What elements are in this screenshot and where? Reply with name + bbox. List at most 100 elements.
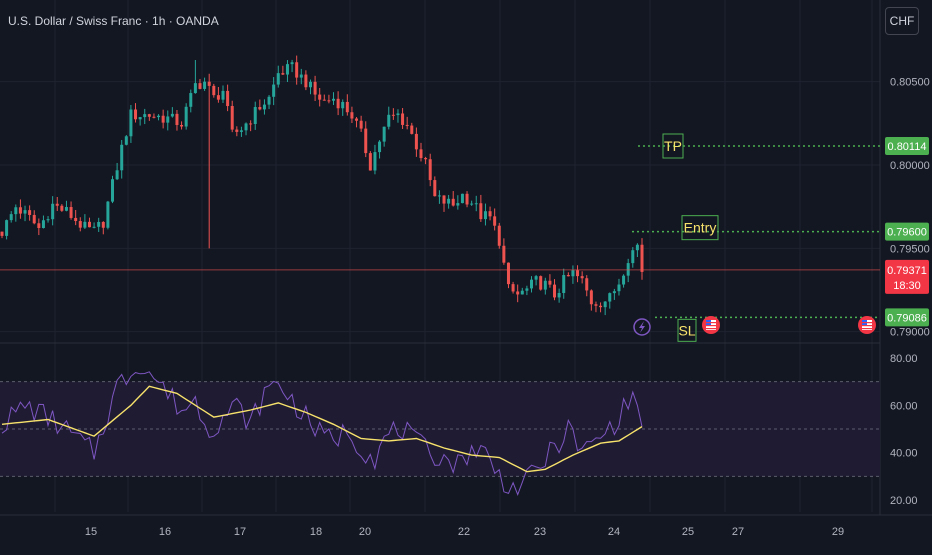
candle bbox=[401, 108, 405, 129]
candle bbox=[55, 197, 59, 212]
candle-body bbox=[557, 293, 561, 298]
candle bbox=[442, 195, 446, 212]
candle bbox=[28, 205, 32, 221]
candle-body bbox=[120, 144, 124, 171]
candle bbox=[635, 243, 639, 258]
candle-body bbox=[235, 129, 239, 132]
candle-body bbox=[332, 98, 336, 101]
candle bbox=[483, 203, 487, 226]
candle bbox=[239, 126, 243, 137]
candle bbox=[350, 106, 354, 123]
candle-body bbox=[405, 124, 409, 126]
annotation-entry[interactable]: Entry bbox=[681, 215, 719, 241]
candle-body bbox=[635, 244, 639, 251]
candle-body bbox=[442, 195, 446, 204]
currency-button[interactable]: CHF bbox=[885, 7, 919, 35]
candle-body bbox=[299, 74, 303, 78]
lightning-icon-bolt bbox=[639, 321, 645, 333]
candle bbox=[465, 191, 469, 208]
candle bbox=[497, 222, 501, 249]
candle bbox=[235, 126, 239, 137]
rsi-tick-label: 40.00 bbox=[890, 448, 918, 460]
candle-body bbox=[640, 244, 644, 272]
candle bbox=[451, 191, 455, 207]
candle-body bbox=[622, 275, 626, 285]
candle-body bbox=[571, 270, 575, 277]
candle-body bbox=[203, 81, 207, 89]
candle bbox=[161, 109, 165, 129]
candle bbox=[32, 210, 36, 225]
candle-body bbox=[78, 221, 82, 228]
candle-body bbox=[539, 276, 543, 290]
candle-body bbox=[410, 125, 414, 134]
candle bbox=[143, 108, 147, 125]
candle-body bbox=[355, 118, 359, 121]
candle bbox=[414, 127, 418, 157]
price-tick-label: 0.79000 bbox=[890, 327, 930, 339]
candle bbox=[74, 209, 78, 226]
candle-body bbox=[111, 179, 115, 202]
candle bbox=[580, 271, 584, 284]
candle-body bbox=[295, 62, 299, 78]
candle-body bbox=[230, 106, 234, 130]
annotation-sl[interactable]: SL bbox=[677, 318, 697, 342]
candle bbox=[216, 87, 220, 103]
annotation-tp[interactable]: TP bbox=[662, 133, 684, 159]
candle bbox=[0, 231, 4, 239]
candle bbox=[267, 95, 271, 110]
candle bbox=[456, 195, 460, 210]
candle-body bbox=[143, 114, 147, 118]
candle-body bbox=[451, 198, 455, 206]
candle bbox=[617, 278, 621, 296]
candle bbox=[382, 126, 386, 147]
candle bbox=[322, 94, 326, 101]
candle-body bbox=[138, 117, 142, 120]
rsi-axis: 80.00 60.00 40.00 20.00 bbox=[890, 353, 918, 507]
candle-body bbox=[391, 114, 395, 116]
candle bbox=[585, 275, 589, 297]
candle bbox=[599, 302, 603, 313]
last-price-bg bbox=[885, 259, 929, 294]
candle bbox=[511, 281, 515, 294]
candle bbox=[106, 200, 110, 230]
candle-body bbox=[115, 170, 119, 180]
candle-body bbox=[249, 123, 253, 125]
candle-body bbox=[419, 149, 423, 159]
candle bbox=[258, 99, 262, 111]
candle-body bbox=[272, 84, 276, 97]
candle bbox=[115, 162, 119, 181]
candle-body bbox=[46, 219, 50, 221]
price-tick-label: 0.80500 bbox=[890, 77, 930, 89]
candle bbox=[571, 265, 575, 284]
candle bbox=[212, 83, 216, 98]
candle-body bbox=[497, 225, 501, 246]
candle bbox=[525, 285, 529, 296]
rsi-tick-label: 80.00 bbox=[890, 353, 918, 365]
candle-body bbox=[313, 81, 317, 95]
flag-stripe bbox=[862, 325, 872, 327]
candle bbox=[631, 247, 635, 268]
candle bbox=[152, 113, 156, 119]
candle-body bbox=[101, 221, 105, 228]
candle-body bbox=[576, 270, 580, 277]
candle bbox=[502, 238, 506, 265]
candle-body bbox=[401, 113, 405, 125]
rsi-tick-label: 20.00 bbox=[890, 495, 918, 507]
candle bbox=[603, 301, 607, 316]
time-tick-label: 23 bbox=[534, 526, 546, 538]
flag-stripe bbox=[706, 325, 716, 327]
candle-body bbox=[184, 106, 188, 127]
candle-body bbox=[511, 284, 515, 292]
candle bbox=[138, 116, 142, 126]
time-tick-label: 27 bbox=[732, 526, 744, 538]
candle bbox=[157, 114, 161, 121]
candle-body bbox=[529, 279, 533, 289]
time-tick-label: 20 bbox=[359, 526, 371, 538]
candle-body bbox=[124, 136, 128, 145]
candle-body bbox=[460, 193, 464, 204]
candle-body bbox=[267, 96, 271, 105]
time-axis: 15 16 17 18 20 22 23 24 25 27 29 bbox=[85, 526, 844, 538]
candle bbox=[83, 214, 87, 229]
